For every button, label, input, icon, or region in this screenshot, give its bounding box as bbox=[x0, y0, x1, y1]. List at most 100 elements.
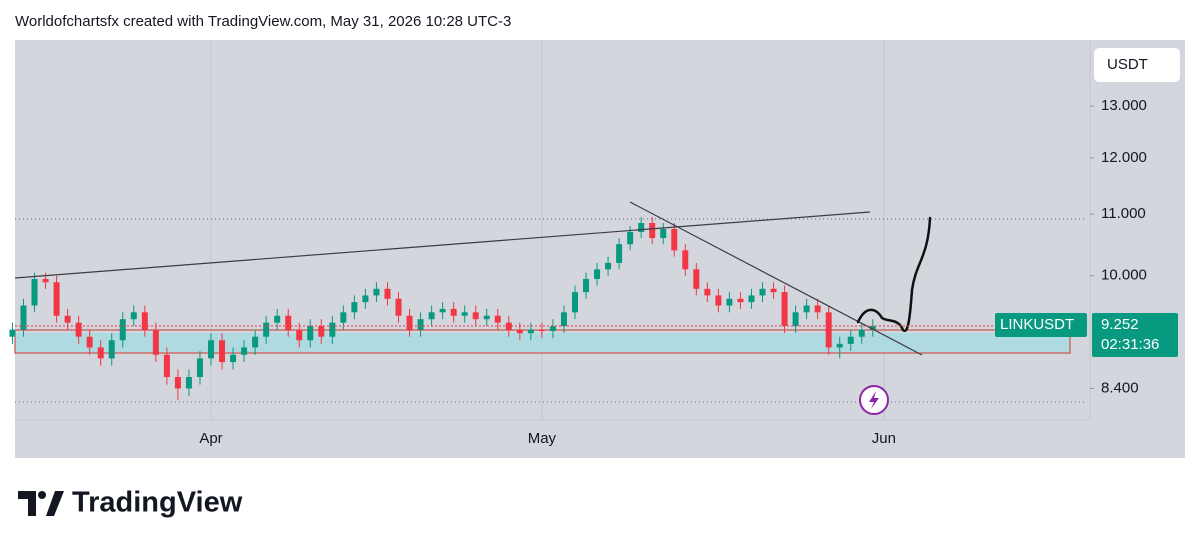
candle-body bbox=[737, 298, 744, 303]
candle-body bbox=[152, 329, 159, 355]
symbol-label: LINKUSDT bbox=[1000, 316, 1074, 333]
candle-body bbox=[472, 312, 479, 320]
logo-text: TradingView bbox=[72, 487, 243, 519]
candle-body bbox=[560, 312, 567, 327]
header-text: Worldofchartsfx created with TradingView… bbox=[15, 13, 511, 30]
candle-body bbox=[31, 278, 38, 306]
candle-body bbox=[395, 298, 402, 316]
candle-body bbox=[494, 315, 501, 323]
candle-body bbox=[230, 354, 237, 363]
candle-body bbox=[649, 222, 656, 239]
logo-mark bbox=[18, 491, 36, 516]
y-tick-label: 11.000 bbox=[1101, 205, 1146, 222]
candle-body bbox=[869, 326, 876, 330]
price-box bbox=[1092, 313, 1178, 358]
candle-body bbox=[406, 315, 413, 330]
event-icon-bolt bbox=[869, 391, 879, 409]
tradingview-logo: TradingView bbox=[18, 487, 243, 519]
candle-body bbox=[9, 329, 16, 337]
price-tag: LINKUSDT 9.252 02:31:36 bbox=[15, 313, 1178, 358]
candle-body bbox=[594, 269, 601, 279]
candle-body bbox=[185, 377, 192, 389]
candle-body bbox=[417, 319, 424, 330]
candle-body bbox=[362, 295, 369, 303]
candle-body bbox=[616, 244, 623, 263]
candle-body bbox=[638, 222, 645, 232]
candle-body bbox=[296, 329, 303, 341]
candle-body bbox=[825, 312, 832, 348]
candle-body bbox=[836, 343, 843, 348]
y-tick-label: 12.000 bbox=[1101, 149, 1147, 166]
candle-body bbox=[53, 282, 60, 316]
candle-body bbox=[527, 329, 534, 334]
candle-body bbox=[241, 347, 248, 355]
candle-body bbox=[814, 305, 821, 313]
logo-mark bbox=[38, 491, 46, 499]
candle-body bbox=[20, 305, 27, 330]
candle-body bbox=[781, 292, 788, 327]
candle-body bbox=[163, 354, 170, 378]
candle-body bbox=[263, 322, 270, 337]
candle-body bbox=[715, 295, 722, 306]
y-tick-label: 8.400 bbox=[1101, 379, 1139, 396]
candle-body bbox=[660, 228, 667, 239]
support-zone bbox=[15, 333, 1070, 352]
candle-body bbox=[726, 298, 733, 306]
candle-body bbox=[682, 250, 689, 270]
chart-panel bbox=[15, 40, 1185, 458]
y-tick-label: 10.000 bbox=[1101, 267, 1147, 284]
candle-body bbox=[803, 305, 810, 313]
candle-body bbox=[373, 288, 380, 296]
candle-body bbox=[428, 312, 435, 320]
candle-body bbox=[64, 315, 71, 323]
candle-body bbox=[108, 340, 115, 359]
x-tick-label: May bbox=[528, 430, 557, 447]
x-tick-label: Jun bbox=[872, 430, 896, 447]
trend-line bbox=[629, 201, 923, 356]
candle-body bbox=[450, 308, 457, 316]
candle-body bbox=[439, 308, 446, 313]
candle-body bbox=[42, 278, 49, 283]
candle-body bbox=[483, 315, 490, 320]
candle-body bbox=[119, 319, 126, 341]
candle-body bbox=[583, 278, 590, 293]
candle-body bbox=[75, 322, 82, 337]
candle-body bbox=[318, 326, 325, 337]
y-tick-label: 13.000 bbox=[1101, 97, 1147, 114]
candle-body bbox=[351, 302, 358, 313]
candle-body bbox=[704, 288, 711, 296]
candle-body bbox=[847, 336, 854, 344]
candle-body bbox=[516, 329, 523, 334]
last-price: 9.252 bbox=[1101, 316, 1139, 333]
logo-mark bbox=[46, 491, 64, 516]
candle-body bbox=[285, 315, 292, 330]
candle-body bbox=[571, 292, 578, 313]
candle-body bbox=[770, 288, 777, 293]
candle-body bbox=[219, 340, 226, 363]
candle-body bbox=[858, 329, 865, 337]
symbol-box bbox=[995, 313, 1087, 338]
candle-body bbox=[196, 358, 203, 378]
currency-button[interactable] bbox=[1094, 48, 1180, 82]
candle-body bbox=[792, 312, 799, 327]
candle-body bbox=[174, 377, 181, 389]
candle-body bbox=[86, 336, 93, 348]
candle-body bbox=[329, 322, 336, 337]
candle-body bbox=[97, 347, 104, 359]
candle-body bbox=[340, 312, 347, 323]
hand-drawn-projection bbox=[856, 216, 932, 333]
candle-body bbox=[605, 262, 612, 270]
countdown: 02:31:36 bbox=[1101, 336, 1159, 353]
candle-body bbox=[538, 329, 545, 332]
candle-body bbox=[693, 269, 700, 289]
candle-body bbox=[748, 295, 755, 303]
candle-body bbox=[627, 231, 634, 245]
candle-body bbox=[274, 315, 281, 323]
candle-body bbox=[307, 326, 314, 341]
candle-body bbox=[384, 288, 391, 299]
candle-body bbox=[141, 312, 148, 330]
candle-body bbox=[130, 312, 137, 320]
x-tick-label: Apr bbox=[199, 430, 222, 447]
currency-label: USDT bbox=[1107, 56, 1148, 73]
